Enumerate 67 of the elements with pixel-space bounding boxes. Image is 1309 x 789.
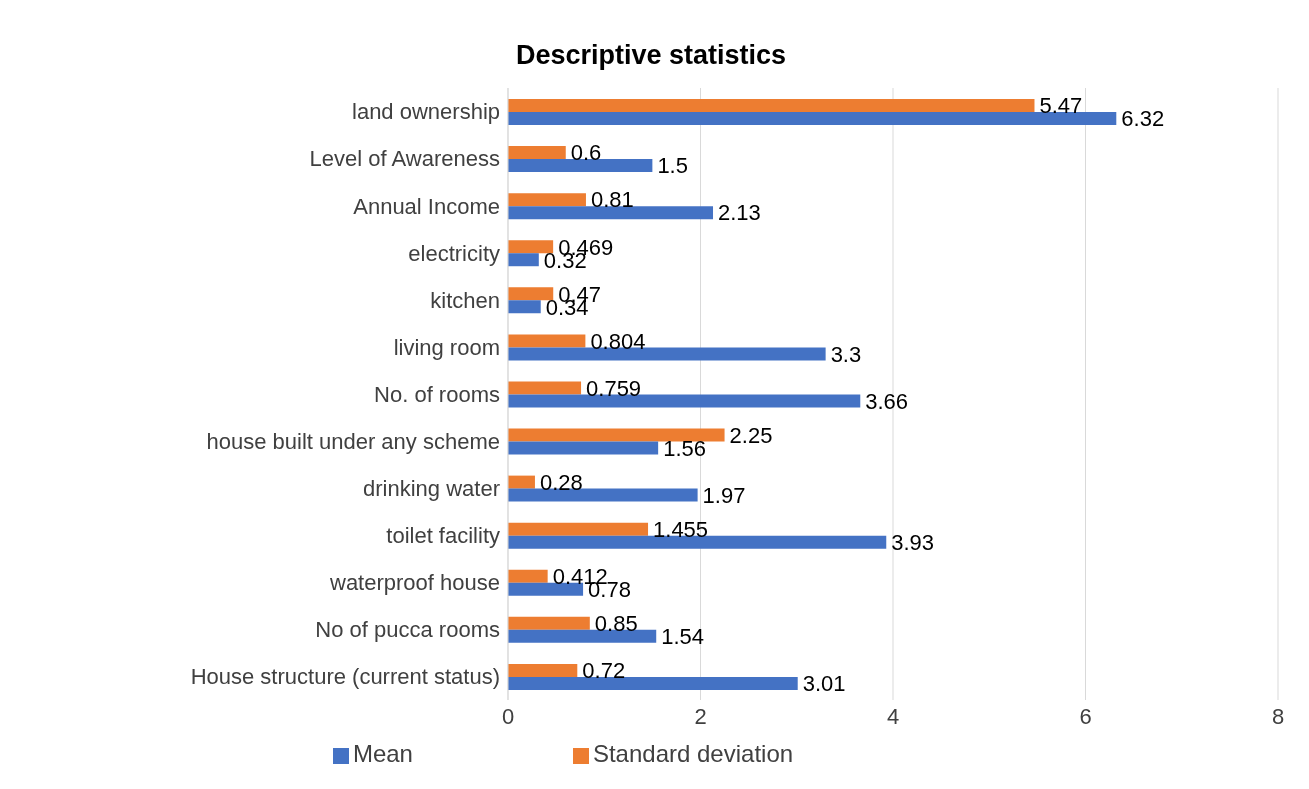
data-label: 3.01 [802,671,846,697]
x-tick-label: 4 [886,703,900,729]
data-label: 0.759 [586,375,642,401]
bar [508,193,586,207]
data-label: 1.97 [702,482,746,508]
data-label: 1.56 [663,435,706,461]
chart-title: Descriptive statistics [515,39,788,72]
data-label: 0.28 [539,469,583,495]
data-label: 2.13 [718,200,761,226]
bar [508,381,582,395]
data-label: 1.455 [653,517,709,542]
y-tick-label: No of pucca rooms [315,617,500,643]
y-tick-label: drinking water [363,475,500,501]
bar [508,569,548,583]
bar [508,629,657,643]
bar [508,206,714,220]
bar [508,582,584,596]
y-tick-label: Level of Awareness [309,146,500,172]
bar [508,334,586,348]
data-label: 5.47 [1039,93,1083,119]
y-tick-label: living room [393,334,500,360]
x-tick-label: 2 [694,703,707,729]
bar [508,663,578,677]
data-label: 2.25 [729,422,773,448]
bar [508,112,1117,125]
bar [508,488,698,502]
bar [508,475,535,489]
bar [508,428,725,442]
bar [508,99,1035,112]
data-label: 0.6 [570,140,602,166]
data-label: 0.85 [594,611,638,637]
x-tick-label: 8 [1271,703,1285,729]
bar [508,441,659,455]
data-label: 0.804 [590,328,646,354]
data-label: 3.93 [891,530,935,555]
data-label: 1.54 [661,624,705,650]
y-tick-label: Annual Income [353,193,500,219]
bar [508,287,554,301]
legend-label: Standard deviation [592,740,794,767]
data-label: 1.5 [657,153,688,179]
data-label: 3.66 [865,388,909,414]
bar [508,159,653,173]
data-label: 0.72 [582,658,626,684]
y-tick-label: No. of rooms [374,381,500,407]
y-tick-label: house built under any scheme [206,428,500,454]
bar [508,300,541,314]
bar [508,394,861,408]
data-label: 6.32 [1121,106,1165,132]
bar [508,253,539,267]
y-tick-label: land ownership [352,99,500,125]
y-tick-label: kitchen [430,287,500,313]
y-tick-label: House structure (current status) [190,664,500,690]
y-tick-label: electricity [408,240,500,266]
data-label: 0.81 [590,187,634,213]
x-tick-label: 0 [501,703,515,729]
data-label: 3.3 [830,341,862,367]
bar [508,676,798,690]
bar [508,535,887,549]
x-tick-label: 6 [1079,703,1092,729]
bar [508,146,566,160]
bar [508,347,826,361]
y-tick-label: waterproof house [329,570,500,596]
bar [508,616,590,630]
bar [508,240,554,254]
bar [508,522,649,536]
y-tick-label: toilet facility [386,523,500,549]
legend-label: Mean [352,740,413,767]
